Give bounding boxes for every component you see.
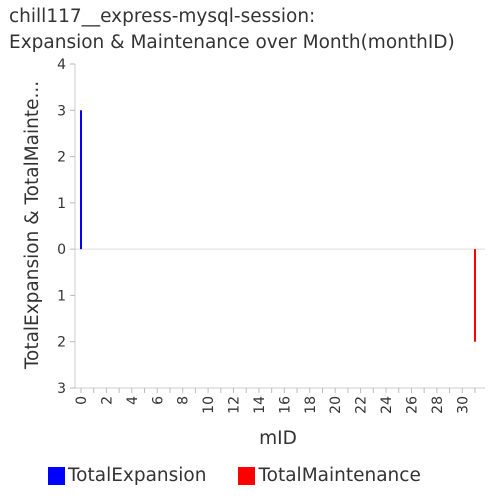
x-tick-label-6: 12 <box>227 396 243 414</box>
bars <box>80 110 476 342</box>
x-tick-label-12: 24 <box>379 396 395 414</box>
y-tick-label-7: 3 <box>57 381 66 397</box>
x-tick-label-5: 10 <box>201 396 217 414</box>
y-tick-label-0: 4 <box>57 57 66 73</box>
x-tick-label-1: 2 <box>99 396 115 405</box>
legend-item-expansion[interactable]: TotalExpansion <box>48 465 206 486</box>
x-tick-label-11: 22 <box>354 396 370 414</box>
x-tick-label-2: 4 <box>125 396 141 405</box>
bar-totalexpansion-0 <box>80 110 82 250</box>
x-tick-label-3: 6 <box>150 396 166 405</box>
legend-swatch-maintenance <box>238 466 256 485</box>
y-axis-label: TotalExpansion & TotalMainte... <box>22 81 43 370</box>
x-tick-label-15: 30 <box>455 396 471 414</box>
legend-label-maintenance: TotalMaintenance <box>258 465 421 486</box>
y-tick-label-4: 0 <box>57 242 66 258</box>
legend-item-maintenance[interactable]: TotalMaintenance <box>238 465 421 486</box>
x-tick-label-9: 18 <box>303 396 319 414</box>
chart-title-line-2: Expansion & Maintenance over Month(month… <box>9 32 455 53</box>
x-tick-label-7: 14 <box>252 396 268 414</box>
bar-totalmaintenance-0 <box>474 249 476 342</box>
y-tick-label-1: 3 <box>57 103 66 119</box>
y-tick-label-2: 2 <box>57 150 66 166</box>
x-tick-label-10: 20 <box>328 396 344 414</box>
legend-label-expansion: TotalExpansion <box>68 465 207 486</box>
chart-title-line-1: chill117__express-mysql-session: <box>9 6 316 27</box>
y-tick-label-5: 1 <box>57 288 66 304</box>
y-tick-label-3: 1 <box>57 196 66 212</box>
x-tick-label-4: 8 <box>176 396 192 405</box>
legend-swatch-expansion <box>48 466 65 485</box>
x-axis-label: mID <box>259 428 297 449</box>
x-tick-label-13: 26 <box>404 396 420 414</box>
x-tick-label-14: 28 <box>430 396 446 414</box>
x-tick-label-0: 0 <box>74 396 90 405</box>
y-tick-label-6: 2 <box>57 335 66 351</box>
x-tick-label-8: 16 <box>277 396 293 414</box>
legend: TotalExpansion TotalMaintenance <box>48 465 453 486</box>
